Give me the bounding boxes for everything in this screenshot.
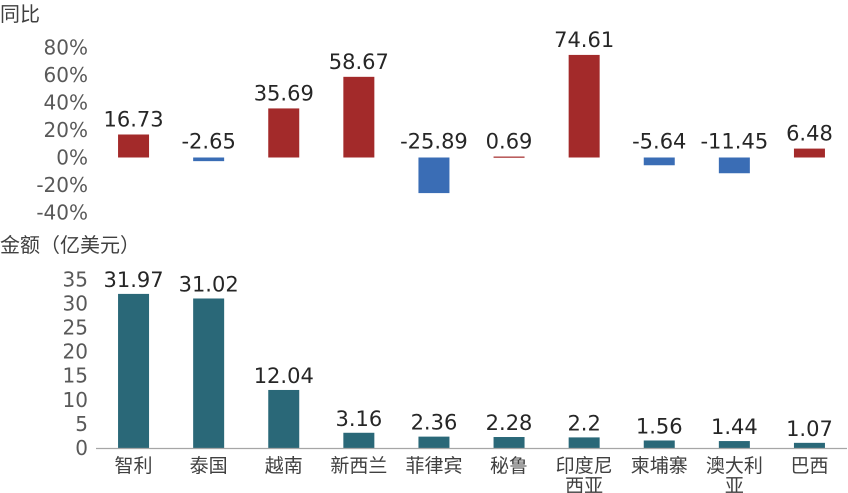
amount-bars	[118, 293, 825, 448]
category-label: 柬埔寨	[631, 455, 688, 477]
yoy-bar-9	[718, 157, 750, 174]
amount-y-tick: 10	[63, 388, 88, 412]
category-label: 泰国	[190, 455, 228, 477]
yoy-bar-7	[568, 54, 600, 158]
yoy-bar-6	[493, 156, 525, 158]
amount-data-label: 31.02	[179, 272, 239, 296]
category-label: 新西兰	[330, 455, 387, 477]
amount-y-tick: 30	[63, 291, 88, 315]
yoy-y-axis-ticks: 80% 60% 40% 20% 0% -20% -40%	[36, 36, 88, 225]
amount-y-tick: 25	[63, 316, 88, 340]
yoy-bars	[118, 54, 825, 194]
amount-bar-9	[718, 441, 750, 448]
yoy-data-label: 58.67	[329, 50, 389, 74]
amount-data-label: 2.2	[567, 411, 600, 435]
yoy-data-label: -2.65	[181, 130, 235, 154]
amount-data-label: 3.16	[335, 407, 382, 431]
yoy-bar-1	[118, 134, 150, 158]
amount-data-labels: 31.97 31.02 12.04 3.16 2.36 2.28 2.2 1.56 1.44 1.…	[103, 268, 832, 441]
amount-bar-10	[793, 442, 825, 448]
yoy-bar-5	[418, 157, 450, 194]
amount-y-tick: 20	[63, 340, 88, 364]
category-label: 亚	[725, 475, 744, 493]
yoy-bar-3	[268, 108, 300, 158]
yoy-y-tick: -40%	[36, 201, 88, 225]
category-label: 西亚	[565, 475, 603, 493]
amount-bar-4	[343, 432, 375, 448]
yoy-bar-10	[793, 148, 825, 158]
amount-data-label: 31.97	[103, 268, 163, 292]
yoy-panel-title: 同比	[0, 2, 40, 26]
category-label: 巴西	[790, 455, 828, 477]
category-label: 越南	[265, 455, 303, 477]
yoy-bar-8	[643, 157, 675, 166]
yoy-data-labels: 16.73 -2.65 35.69 58.67 -25.89 0.69 74.61 -5.64…	[103, 28, 832, 154]
yoy-data-label: 16.73	[103, 107, 163, 131]
amount-bar-7	[568, 437, 600, 448]
yoy-bar-4	[343, 76, 375, 158]
category-label: 印度尼	[556, 455, 613, 477]
yoy-y-tick: 20%	[44, 118, 88, 142]
yoy-data-label: -5.64	[632, 130, 686, 154]
yoy-data-label: -25.89	[400, 130, 468, 154]
category-label: 智利	[115, 455, 153, 477]
amount-bar-8	[643, 440, 675, 448]
amount-data-label: 2.36	[411, 411, 458, 435]
yoy-y-tick: 80%	[44, 36, 88, 60]
yoy-data-label: 74.61	[554, 28, 614, 52]
amount-bar-5	[418, 436, 450, 448]
amount-data-label: 1.56	[636, 414, 683, 438]
amount-data-label: 12.04	[254, 364, 314, 388]
amount-y-tick: 15	[63, 364, 88, 388]
amount-data-label: 1.07	[786, 417, 833, 441]
yoy-data-label: -11.45	[700, 130, 768, 154]
category-label: 秘鲁	[490, 455, 528, 477]
yoy-data-label: 35.69	[254, 81, 314, 105]
category-label: 澳大利	[706, 455, 763, 477]
yoy-y-tick: 60%	[44, 63, 88, 87]
amount-bar-2	[193, 298, 225, 448]
yoy-y-tick: 0%	[56, 146, 88, 170]
yoy-data-label: 0.69	[486, 130, 533, 154]
yoy-bar-2	[193, 157, 225, 162]
amount-bar-6	[493, 437, 525, 448]
amount-y-tick: 5	[75, 412, 88, 436]
amount-y-tick: 35	[63, 267, 88, 291]
yoy-y-tick: -20%	[36, 173, 88, 197]
amount-data-label: 1.44	[711, 415, 758, 439]
amount-data-label: 2.28	[486, 411, 533, 435]
amount-bar-3	[268, 389, 300, 448]
yoy-data-label: 6.48	[786, 122, 833, 146]
amount-bar-1	[118, 293, 150, 448]
yoy-y-tick: 40%	[44, 91, 88, 115]
amount-panel-title: 金额（亿美元）	[0, 233, 140, 257]
amount-y-tick: 0	[75, 436, 88, 460]
category-label: 菲律宾	[405, 455, 462, 477]
